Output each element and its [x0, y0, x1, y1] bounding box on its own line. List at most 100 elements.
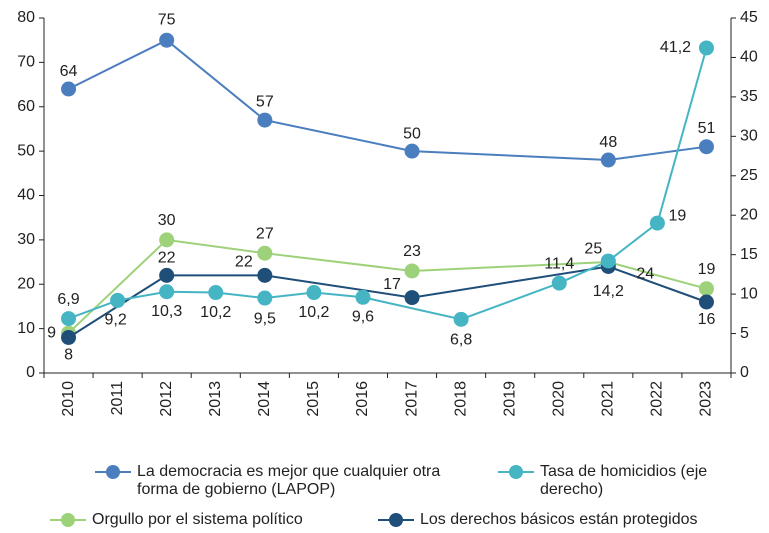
y-tick-label: 60: [17, 98, 35, 115]
data-label: 64: [60, 63, 78, 80]
data-label: 9,2: [104, 312, 126, 329]
legend-label: Los derechos básicos están protegidos: [420, 511, 698, 528]
data-label: 9: [47, 324, 56, 341]
legend-label: La democracia es mejor que cualquier otr…: [137, 463, 441, 498]
y2-tick-label: 25: [740, 167, 758, 184]
y-tick-label: 30: [17, 231, 35, 248]
data-point: [551, 275, 567, 291]
legend-item: Orgullo por el sistema político: [50, 511, 303, 529]
data-point: [698, 294, 714, 310]
y2-tick-label: 20: [740, 206, 758, 223]
x-tick-label: 2011: [109, 381, 126, 416]
data-point: [649, 215, 665, 231]
plot: 0 10 20 30 40 50 60 70 80 0 5 10 15 20 25 30 35 40 45 2010 2…: [17, 9, 758, 417]
x-tick-label: 2015: [305, 381, 322, 417]
data-point: [208, 285, 224, 301]
data-label: 11,4: [544, 255, 574, 272]
data-point: [306, 285, 322, 301]
data-point: [404, 143, 420, 159]
data-label: 50: [403, 125, 421, 142]
y-tick-label: 10: [17, 320, 35, 337]
data-label: 17: [383, 276, 401, 293]
x-tick-label: 2020: [550, 381, 567, 417]
y-tick-label: 0: [26, 364, 35, 381]
y2-tick-label: 45: [740, 9, 758, 26]
data-point: [159, 232, 175, 248]
y2-tick-label: 30: [740, 128, 758, 145]
data-point: [600, 253, 616, 269]
x-tick-label: 2014: [256, 381, 273, 417]
data-point: [600, 152, 616, 168]
data-label: 75: [158, 11, 176, 28]
data-point: [61, 311, 77, 327]
y-tick-label: 20: [17, 275, 35, 292]
y2-tick-label: 40: [740, 49, 758, 66]
y2-tick-label: 0: [740, 364, 749, 381]
y2-tick-label: 35: [740, 88, 758, 105]
x-tick-label: 2022: [649, 381, 666, 417]
legend-label: Tasa de homicidios (eje derecho): [540, 463, 708, 498]
legend-swatch: [378, 513, 414, 527]
y2-tick-label: 5: [740, 325, 749, 342]
data-point: [257, 112, 273, 128]
data-label: 30: [158, 212, 176, 229]
x-tick-label: 2021: [600, 381, 617, 417]
data-point: [404, 290, 420, 306]
data-label: 16: [698, 311, 716, 328]
data-point: [404, 263, 420, 279]
data-label: 41,2: [660, 39, 691, 56]
data-label: 22: [158, 250, 176, 267]
data-label: 48: [599, 134, 617, 151]
data-label: 9,6: [352, 308, 374, 325]
data-label: 14,2: [593, 283, 624, 300]
y-tick-label: 40: [17, 187, 35, 204]
data-point: [698, 139, 714, 155]
x-tick-label: 2018: [452, 381, 469, 417]
legend-swatch: [498, 465, 534, 479]
legend-item: Tasa de homicidios (eje derecho): [498, 463, 728, 499]
data-point: [257, 290, 273, 306]
legend-swatch: [95, 465, 131, 479]
y-tick-label: 80: [17, 9, 35, 26]
data-point: [110, 292, 126, 308]
x-tick-label: 2013: [207, 381, 224, 417]
series-line: [68, 265, 707, 339]
data-label: 6,9: [57, 291, 79, 308]
data-label: 57: [256, 93, 274, 110]
legend-label: Orgullo por el sistema político: [92, 511, 303, 528]
data-label: 9,5: [254, 310, 276, 327]
data-label: 25: [584, 240, 602, 257]
data-point: [61, 330, 77, 345]
series-line: [68, 47, 708, 321]
y2-tick-label: 10: [740, 285, 758, 302]
series-line: [68, 39, 707, 162]
x-tick-label: 2010: [60, 381, 77, 417]
data-label: 10,3: [151, 303, 182, 320]
data-point: [159, 267, 175, 283]
data-label: 6,8: [450, 332, 472, 349]
data-label: 8: [64, 347, 73, 364]
x-tick-label: 2012: [158, 381, 175, 417]
x-tick-label: 2023: [698, 381, 715, 417]
legend-item: Los derechos básicos están protegidos: [378, 511, 698, 529]
data-point: [698, 40, 714, 56]
y-tick-label: 70: [17, 54, 35, 71]
data-point: [257, 245, 273, 261]
data-label: 24: [636, 266, 654, 283]
data-point: [159, 284, 175, 300]
series-line: [67, 238, 707, 334]
legend-swatch: [50, 513, 86, 527]
data-point: [355, 289, 371, 305]
data-point: [257, 267, 273, 283]
data-label: 23: [403, 243, 421, 260]
data-label: 10,2: [200, 304, 231, 321]
data-label: 51: [698, 120, 716, 137]
y2-tick-label: 15: [740, 246, 758, 263]
data-label: 10,2: [298, 304, 329, 321]
x-tick-label: 2017: [403, 381, 420, 417]
data-point: [61, 81, 77, 97]
y-tick-label: 50: [17, 142, 35, 159]
data-label: 19: [668, 207, 686, 224]
data-point: [453, 311, 469, 327]
